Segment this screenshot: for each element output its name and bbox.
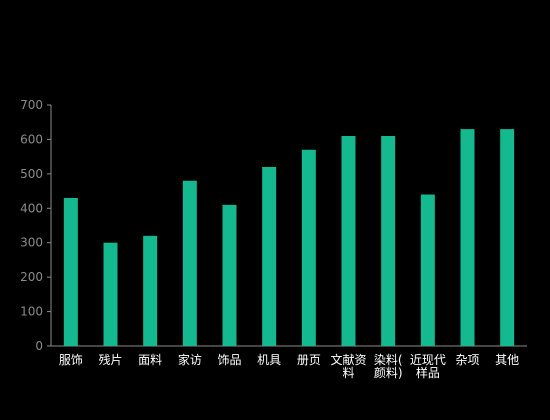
x-tick-label-line: 染料( <box>374 352 403 367</box>
bar <box>301 149 316 346</box>
bar <box>500 129 515 346</box>
x-tick-label: 册页 <box>297 353 321 367</box>
x-tick-label: 其他 <box>495 353 519 367</box>
x-tick-label: 文献资料 <box>330 352 366 380</box>
x-tick-label-line: 残片 <box>98 353 122 367</box>
bar <box>420 194 435 346</box>
x-tick-label-line: 机具 <box>257 353 281 367</box>
x-tick-label-line: 近现代 <box>410 353 446 367</box>
y-axis: 0 100 200 300 400 500 600 700 <box>20 98 52 353</box>
x-tick-label-line: 饰品 <box>217 353 241 367</box>
x-tick-label-line: 料 <box>342 366 354 380</box>
x-tick-label: 面料 <box>138 353 162 367</box>
y-tick-label: 400 <box>20 201 43 215</box>
x-tick-label-line: 杂项 <box>455 353 479 367</box>
x-tick-label: 饰品 <box>217 353 241 367</box>
y-tick-label: 200 <box>20 270 43 284</box>
y-tick-label: 0 <box>35 339 43 353</box>
bar <box>341 135 356 346</box>
x-tick-label-line: 服饰 <box>59 353 83 367</box>
x-tick-label-line: 颜料) <box>374 365 403 380</box>
y-tick-label: 700 <box>20 98 43 112</box>
bar <box>143 235 158 346</box>
x-tick-label-line: 面料 <box>138 353 162 367</box>
bar <box>262 166 277 346</box>
x-tick-label-line: 样品 <box>416 365 440 380</box>
bar-series <box>63 129 515 346</box>
x-tick-label: 服饰 <box>59 353 83 367</box>
bar <box>103 242 118 346</box>
bar <box>63 197 78 346</box>
bar <box>460 129 475 346</box>
bar <box>182 180 197 346</box>
x-tick-label: 机具 <box>257 353 281 367</box>
bar <box>381 135 396 346</box>
x-tick-label-line: 册页 <box>297 353 321 367</box>
x-tick-label: 近现代样品 <box>410 353 446 380</box>
x-tick-label-line: 家访 <box>178 352 202 367</box>
y-tick-label: 300 <box>20 236 43 250</box>
y-tick-label: 600 <box>20 132 43 146</box>
y-tick-label: 500 <box>20 167 43 181</box>
x-tick-label: 残片 <box>98 353 122 367</box>
y-tick-label: 100 <box>20 305 43 319</box>
x-tick-label: 家访 <box>178 352 202 367</box>
x-tick-label: 染料(颜料) <box>374 352 403 380</box>
bar <box>222 204 237 346</box>
x-tick-label-line: 文献资 <box>330 352 366 367</box>
x-tick-label: 杂项 <box>455 353 479 367</box>
x-tick-label-line: 其他 <box>495 353 519 367</box>
